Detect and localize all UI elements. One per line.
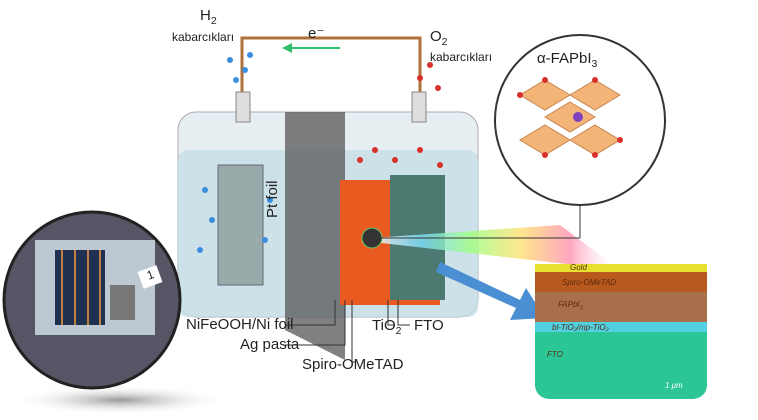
fto-label: FTO [414,317,444,334]
spiro-label: Spiro-OMeTAD [302,356,404,373]
inset-fto-label: FTO [547,350,563,359]
photo-shadow [10,385,230,415]
inset-tio2-label: bl-TiO₂/mp-TiO₂ [552,323,609,332]
nifeooh-label: NiFeOOH/Ni foil [186,316,294,333]
octahedra [519,79,621,156]
inset-spiro-label: Spiro-OMeTAD [562,278,617,287]
electron-arrow-head [282,43,292,53]
electron-label: e⁻ [308,25,325,42]
o2-bubbles-label: kabarcıkları [430,50,493,64]
pt-foil-label: Pt foil [264,180,281,218]
pt-foil-electrode [217,164,264,286]
h2-bubbles [197,52,273,253]
h2-label: H2 [200,7,217,27]
inset-scale-label: 1 μm [665,381,683,390]
zoom-spot [361,227,383,249]
ag-paste-label: Ag pasta [240,336,300,353]
cathode-connector [235,91,251,123]
zoom-arrow [436,262,545,320]
inset-gold-label: Gold [570,263,587,272]
h2-bubbles-label: kabarcıkları [172,30,235,44]
perovskite-label: α-FAPbI3 [537,50,598,70]
cross-section-inset [535,264,707,399]
o2-label: O2 [430,28,448,48]
tio2-label: TiO2 [372,317,402,337]
anode-connector [411,91,427,123]
leader-lines [285,300,410,363]
external-wire [240,36,422,100]
inset-fapbi-label: FAPbI3 [558,300,583,312]
membrane [285,112,345,360]
light-beam [372,225,620,270]
o2-bubbles [357,62,443,168]
